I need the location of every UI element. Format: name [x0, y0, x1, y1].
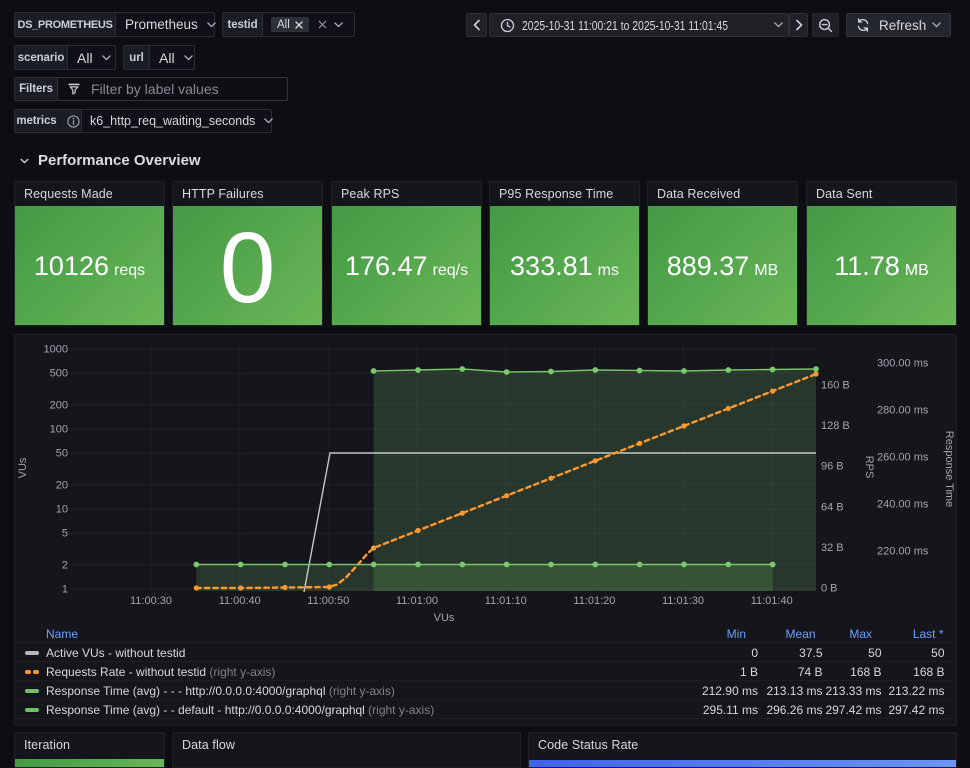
- svg-text:11:01:40: 11:01:40: [751, 595, 793, 607]
- svg-text:220.00 ms: 220.00 ms: [877, 546, 929, 558]
- svg-text:100: 100: [50, 424, 68, 436]
- svg-text:Response Time: Response Time: [943, 431, 955, 507]
- svg-text:50: 50: [56, 448, 68, 460]
- svg-text:11:01:10: 11:01:10: [485, 595, 527, 607]
- svg-text:128 B: 128 B: [821, 420, 850, 432]
- svg-text:64 B: 64 B: [821, 501, 844, 513]
- svg-text:11:00:40: 11:00:40: [219, 595, 261, 607]
- svg-text:VUs: VUs: [17, 457, 29, 478]
- svg-text:11:01:00: 11:01:00: [396, 595, 438, 607]
- svg-text:1000: 1000: [44, 344, 68, 356]
- svg-text:11:00:30: 11:00:30: [130, 595, 172, 607]
- svg-text:280.00 ms: 280.00 ms: [877, 405, 929, 417]
- svg-text:0 B: 0 B: [821, 583, 838, 595]
- svg-text:11:01:30: 11:01:30: [662, 595, 704, 607]
- svg-text:32 B: 32 B: [821, 542, 844, 554]
- svg-text:500: 500: [50, 368, 68, 380]
- svg-text:240.00 ms: 240.00 ms: [877, 499, 929, 511]
- svg-text:11:01:20: 11:01:20: [573, 595, 615, 607]
- svg-text:1: 1: [62, 584, 68, 596]
- svg-text:96 B: 96 B: [821, 461, 844, 473]
- svg-text:2: 2: [62, 559, 68, 571]
- svg-text:300.00 ms: 300.00 ms: [877, 358, 929, 370]
- svg-text:RPS: RPS: [863, 456, 875, 479]
- svg-text:200: 200: [50, 399, 68, 411]
- svg-text:VUs: VUs: [434, 612, 455, 624]
- svg-text:11:00:50: 11:00:50: [307, 595, 349, 607]
- svg-text:5: 5: [62, 528, 68, 540]
- svg-text:20: 20: [56, 479, 68, 491]
- svg-text:10: 10: [56, 504, 68, 516]
- svg-text:260.00 ms: 260.00 ms: [877, 452, 929, 464]
- svg-text:160 B: 160 B: [821, 380, 850, 392]
